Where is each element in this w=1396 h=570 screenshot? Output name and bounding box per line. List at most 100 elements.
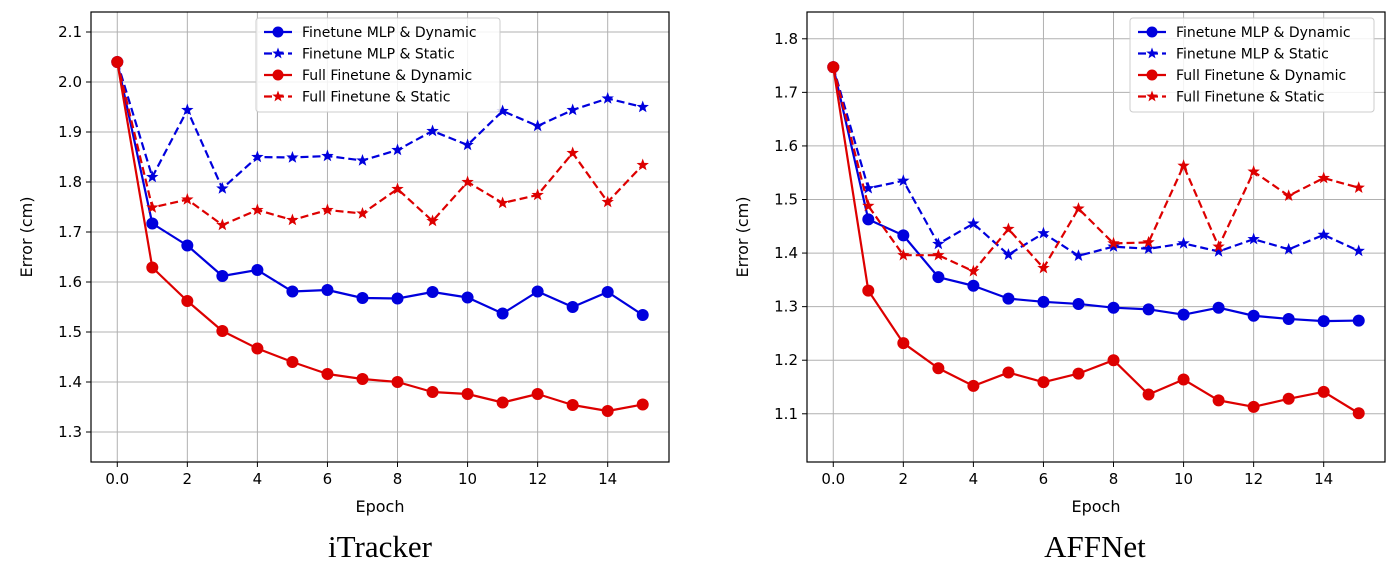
chart-caption: iTracker (328, 529, 433, 564)
y-axis-label: Error (cm) (733, 197, 752, 278)
legend-label: Finetune MLP & Dynamic (302, 25, 477, 41)
x-tick-label: 0.0 (821, 470, 845, 488)
x-tick-label: 8 (1109, 470, 1119, 488)
data-point (897, 229, 910, 242)
y-tick-label: 2.0 (58, 73, 82, 91)
data-point (251, 342, 264, 355)
data-point (1317, 171, 1330, 184)
data-point (1002, 222, 1015, 235)
data-point (531, 285, 544, 298)
data-point (286, 285, 299, 298)
series-line-3 (832, 66, 1360, 273)
axes-frame (90, 11, 670, 463)
data-point (1282, 189, 1295, 202)
legend-label: Full Finetune & Static (1176, 90, 1325, 106)
y-axis-label: Error (cm) (17, 197, 36, 278)
data-point (146, 170, 159, 183)
series-line-1 (116, 61, 643, 190)
data-point (1072, 202, 1085, 214)
x-tick-label: 14 (598, 470, 617, 488)
data-point (601, 405, 614, 417)
data-point (601, 195, 614, 208)
data-point (531, 388, 544, 400)
data-point (897, 174, 910, 187)
data-point (111, 55, 124, 68)
data-point (286, 213, 299, 226)
series-line-0 (116, 61, 644, 316)
legend-marker (1146, 90, 1158, 102)
data-point (531, 119, 544, 132)
data-point (1142, 388, 1155, 401)
legend-marker (1146, 47, 1158, 59)
data-point (1177, 159, 1190, 172)
legend-label: Finetune MLP & Static (302, 47, 455, 63)
data-point (1352, 407, 1365, 420)
x-tick-label: 8 (393, 470, 403, 488)
data-point (862, 284, 875, 297)
data-point (321, 149, 334, 162)
data-point (1107, 354, 1120, 367)
y-tick-label: 1.9 (58, 123, 82, 141)
legend-marker (272, 47, 284, 59)
data-point (1177, 308, 1190, 321)
legend-marker (272, 90, 284, 102)
series-line-1 (832, 66, 1360, 257)
data-point (216, 270, 229, 282)
data-point (566, 146, 579, 159)
data-point (932, 237, 945, 250)
data-point (932, 271, 945, 284)
x-tick-label: 10 (458, 470, 477, 488)
data-point (426, 124, 439, 137)
data-point (1142, 235, 1155, 248)
legend-label: Finetune MLP & Static (1176, 47, 1329, 63)
data-point (1107, 301, 1120, 314)
data-point (181, 103, 194, 116)
data-point (391, 143, 404, 156)
data-point (897, 337, 910, 350)
legend-label: Full Finetune & Dynamic (1176, 68, 1346, 84)
data-point (1247, 232, 1260, 245)
data-point (181, 239, 194, 252)
y-tick-label: 1.7 (58, 223, 82, 241)
data-point (356, 292, 369, 304)
data-point (566, 301, 579, 313)
y-tick-label: 1.3 (774, 298, 798, 316)
y-tick-label: 2.1 (58, 23, 82, 41)
data-point (496, 396, 509, 409)
data-point (1002, 292, 1015, 305)
legend-marker (1146, 26, 1158, 38)
data-point (286, 356, 299, 368)
data-point (862, 181, 875, 194)
data-point (146, 217, 159, 230)
data-point (1177, 236, 1190, 249)
data-point (461, 291, 474, 304)
data-point (321, 368, 334, 380)
data-point (1002, 366, 1015, 379)
y-tick-label: 1.8 (774, 30, 798, 48)
y-tick-label: 1.6 (58, 273, 82, 291)
data-point (356, 373, 369, 385)
data-point (356, 207, 369, 219)
data-point (932, 248, 945, 261)
data-point (426, 214, 439, 227)
data-point (391, 182, 404, 195)
data-point (1212, 240, 1225, 252)
data-point (1282, 242, 1295, 255)
y-tick-label: 1.4 (58, 373, 82, 391)
data-point (601, 286, 614, 298)
chart-panel-1: 0.0 2 4 6 8 10 12 14 1.1 1.2 1.3 1.4 1.5 1.6 1.7 1.8 Fin… (733, 11, 1386, 564)
y-tick-label: 1.3 (58, 423, 82, 441)
legend-marker (1146, 69, 1158, 81)
series-line-2 (116, 61, 643, 413)
legend-label: Finetune MLP & Dynamic (1176, 25, 1351, 41)
data-point (1247, 165, 1260, 177)
x-tick-label: 2 (183, 470, 193, 488)
data-point (1282, 312, 1295, 325)
data-point (932, 362, 945, 375)
data-point (1352, 181, 1365, 193)
data-point (1282, 392, 1295, 405)
data-point (1247, 309, 1260, 322)
x-tick-label: 2 (899, 470, 909, 488)
series-line-2 (832, 67, 1360, 415)
